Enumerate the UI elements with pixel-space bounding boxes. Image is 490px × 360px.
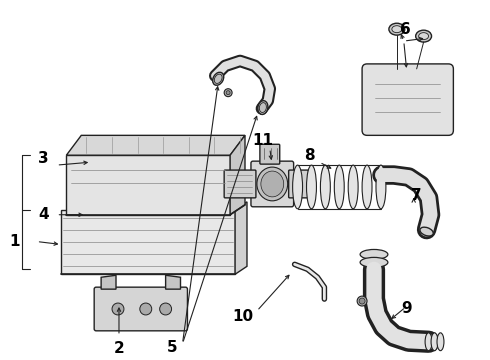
Text: 1: 1	[9, 234, 20, 249]
FancyBboxPatch shape	[260, 144, 280, 164]
Text: 4: 4	[38, 207, 49, 222]
Text: 8: 8	[304, 148, 315, 163]
Text: 9: 9	[401, 301, 412, 316]
Ellipse shape	[425, 333, 432, 351]
Text: 11: 11	[252, 133, 273, 148]
Polygon shape	[230, 135, 245, 215]
Ellipse shape	[437, 333, 444, 351]
Ellipse shape	[392, 26, 402, 33]
Ellipse shape	[360, 257, 388, 267]
Circle shape	[140, 303, 152, 315]
FancyBboxPatch shape	[289, 170, 309, 198]
Polygon shape	[101, 275, 116, 289]
Text: 5: 5	[167, 340, 178, 355]
Ellipse shape	[307, 165, 317, 209]
Ellipse shape	[213, 72, 224, 85]
Polygon shape	[66, 135, 245, 155]
Ellipse shape	[320, 165, 330, 209]
Ellipse shape	[257, 167, 288, 201]
Circle shape	[226, 91, 230, 95]
FancyBboxPatch shape	[251, 161, 294, 207]
Circle shape	[112, 303, 124, 315]
Circle shape	[160, 303, 172, 315]
Text: 6: 6	[400, 22, 411, 37]
Ellipse shape	[261, 171, 284, 197]
Ellipse shape	[334, 165, 344, 209]
Ellipse shape	[348, 165, 358, 209]
Polygon shape	[66, 155, 230, 215]
Polygon shape	[235, 202, 247, 274]
Circle shape	[357, 296, 367, 306]
FancyBboxPatch shape	[362, 64, 453, 135]
Ellipse shape	[258, 101, 268, 114]
Text: 2: 2	[114, 341, 124, 356]
Circle shape	[224, 89, 232, 96]
Ellipse shape	[416, 30, 432, 42]
Ellipse shape	[389, 23, 405, 35]
Text: 10: 10	[232, 310, 254, 324]
Text: 7: 7	[411, 188, 422, 203]
Ellipse shape	[420, 227, 433, 236]
FancyBboxPatch shape	[94, 287, 188, 331]
Text: 3: 3	[38, 151, 49, 166]
Ellipse shape	[431, 333, 438, 351]
Polygon shape	[166, 275, 180, 289]
Ellipse shape	[293, 165, 302, 209]
Ellipse shape	[362, 165, 372, 209]
Ellipse shape	[360, 249, 388, 260]
Ellipse shape	[418, 33, 429, 40]
Ellipse shape	[376, 165, 386, 209]
FancyBboxPatch shape	[224, 170, 256, 198]
Circle shape	[359, 298, 365, 304]
Polygon shape	[61, 210, 235, 274]
